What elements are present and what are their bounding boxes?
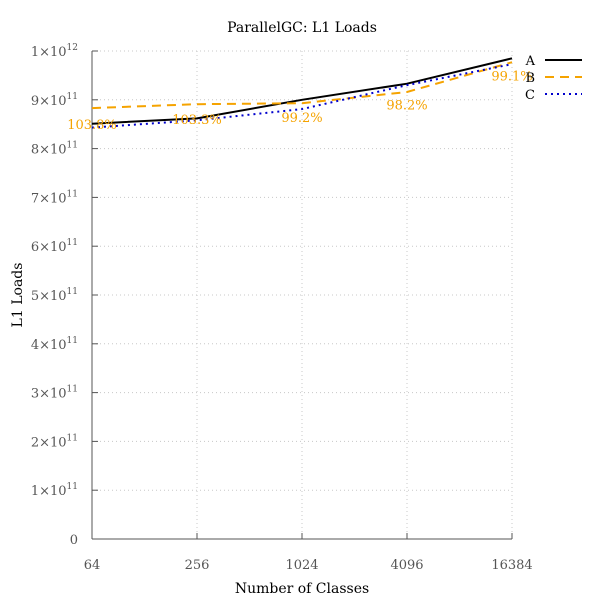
y-tick-label: 8×1011 [31,141,78,158]
ratio-annotation: 103.3% [172,113,222,128]
series-a-line [91,57,513,125]
axes: 0 1×1011 2×1011 3×1011 4×1011 5×1011 6×1011 7×1… [31,43,533,573]
x-tick-label: 256 [185,558,210,573]
x-tick-label: 1024 [285,558,318,573]
y-tick-label: 1×1011 [31,482,78,499]
y-tick-label: 0 [70,533,78,548]
series-b-line [91,61,513,110]
series-c-line [91,63,513,129]
legend: ABC [525,54,582,103]
x-tick-label: 4096 [390,558,423,573]
legend-label-c: C [525,88,535,103]
x-tick-label: 64 [84,558,101,573]
y-tick-label: 5×1011 [31,287,78,304]
chart-title: ParallelGC: L1 Loads [227,20,377,36]
y-tick-label: 1×1012 [31,43,78,60]
y-tick-label: 2×1011 [31,433,78,450]
y-tick-label: 6×1011 [31,238,78,255]
annotations: 103.8% 103.3% 99.2% 98.2% 99.1% [67,69,532,133]
y-tick-label: 9×1011 [31,92,78,109]
ratio-annotation: 103.8% [67,118,117,133]
ratio-annotation: 99.1% [491,69,532,84]
legend-label-b: B [525,71,535,86]
x-axis-title: Number of Classes [235,581,369,597]
x-tick-label: 16384 [491,558,532,573]
y-tick-label: 7×1011 [31,189,78,206]
y-tick-label: 3×1011 [31,385,78,402]
series-lines [91,57,513,129]
y-axis-title: L1 Loads [10,263,26,328]
legend-label-a: A [525,54,536,69]
y-tick-label: 4×1011 [31,336,78,353]
ratio-annotation: 99.2% [281,111,322,126]
ratio-annotation: 98.2% [386,99,427,114]
